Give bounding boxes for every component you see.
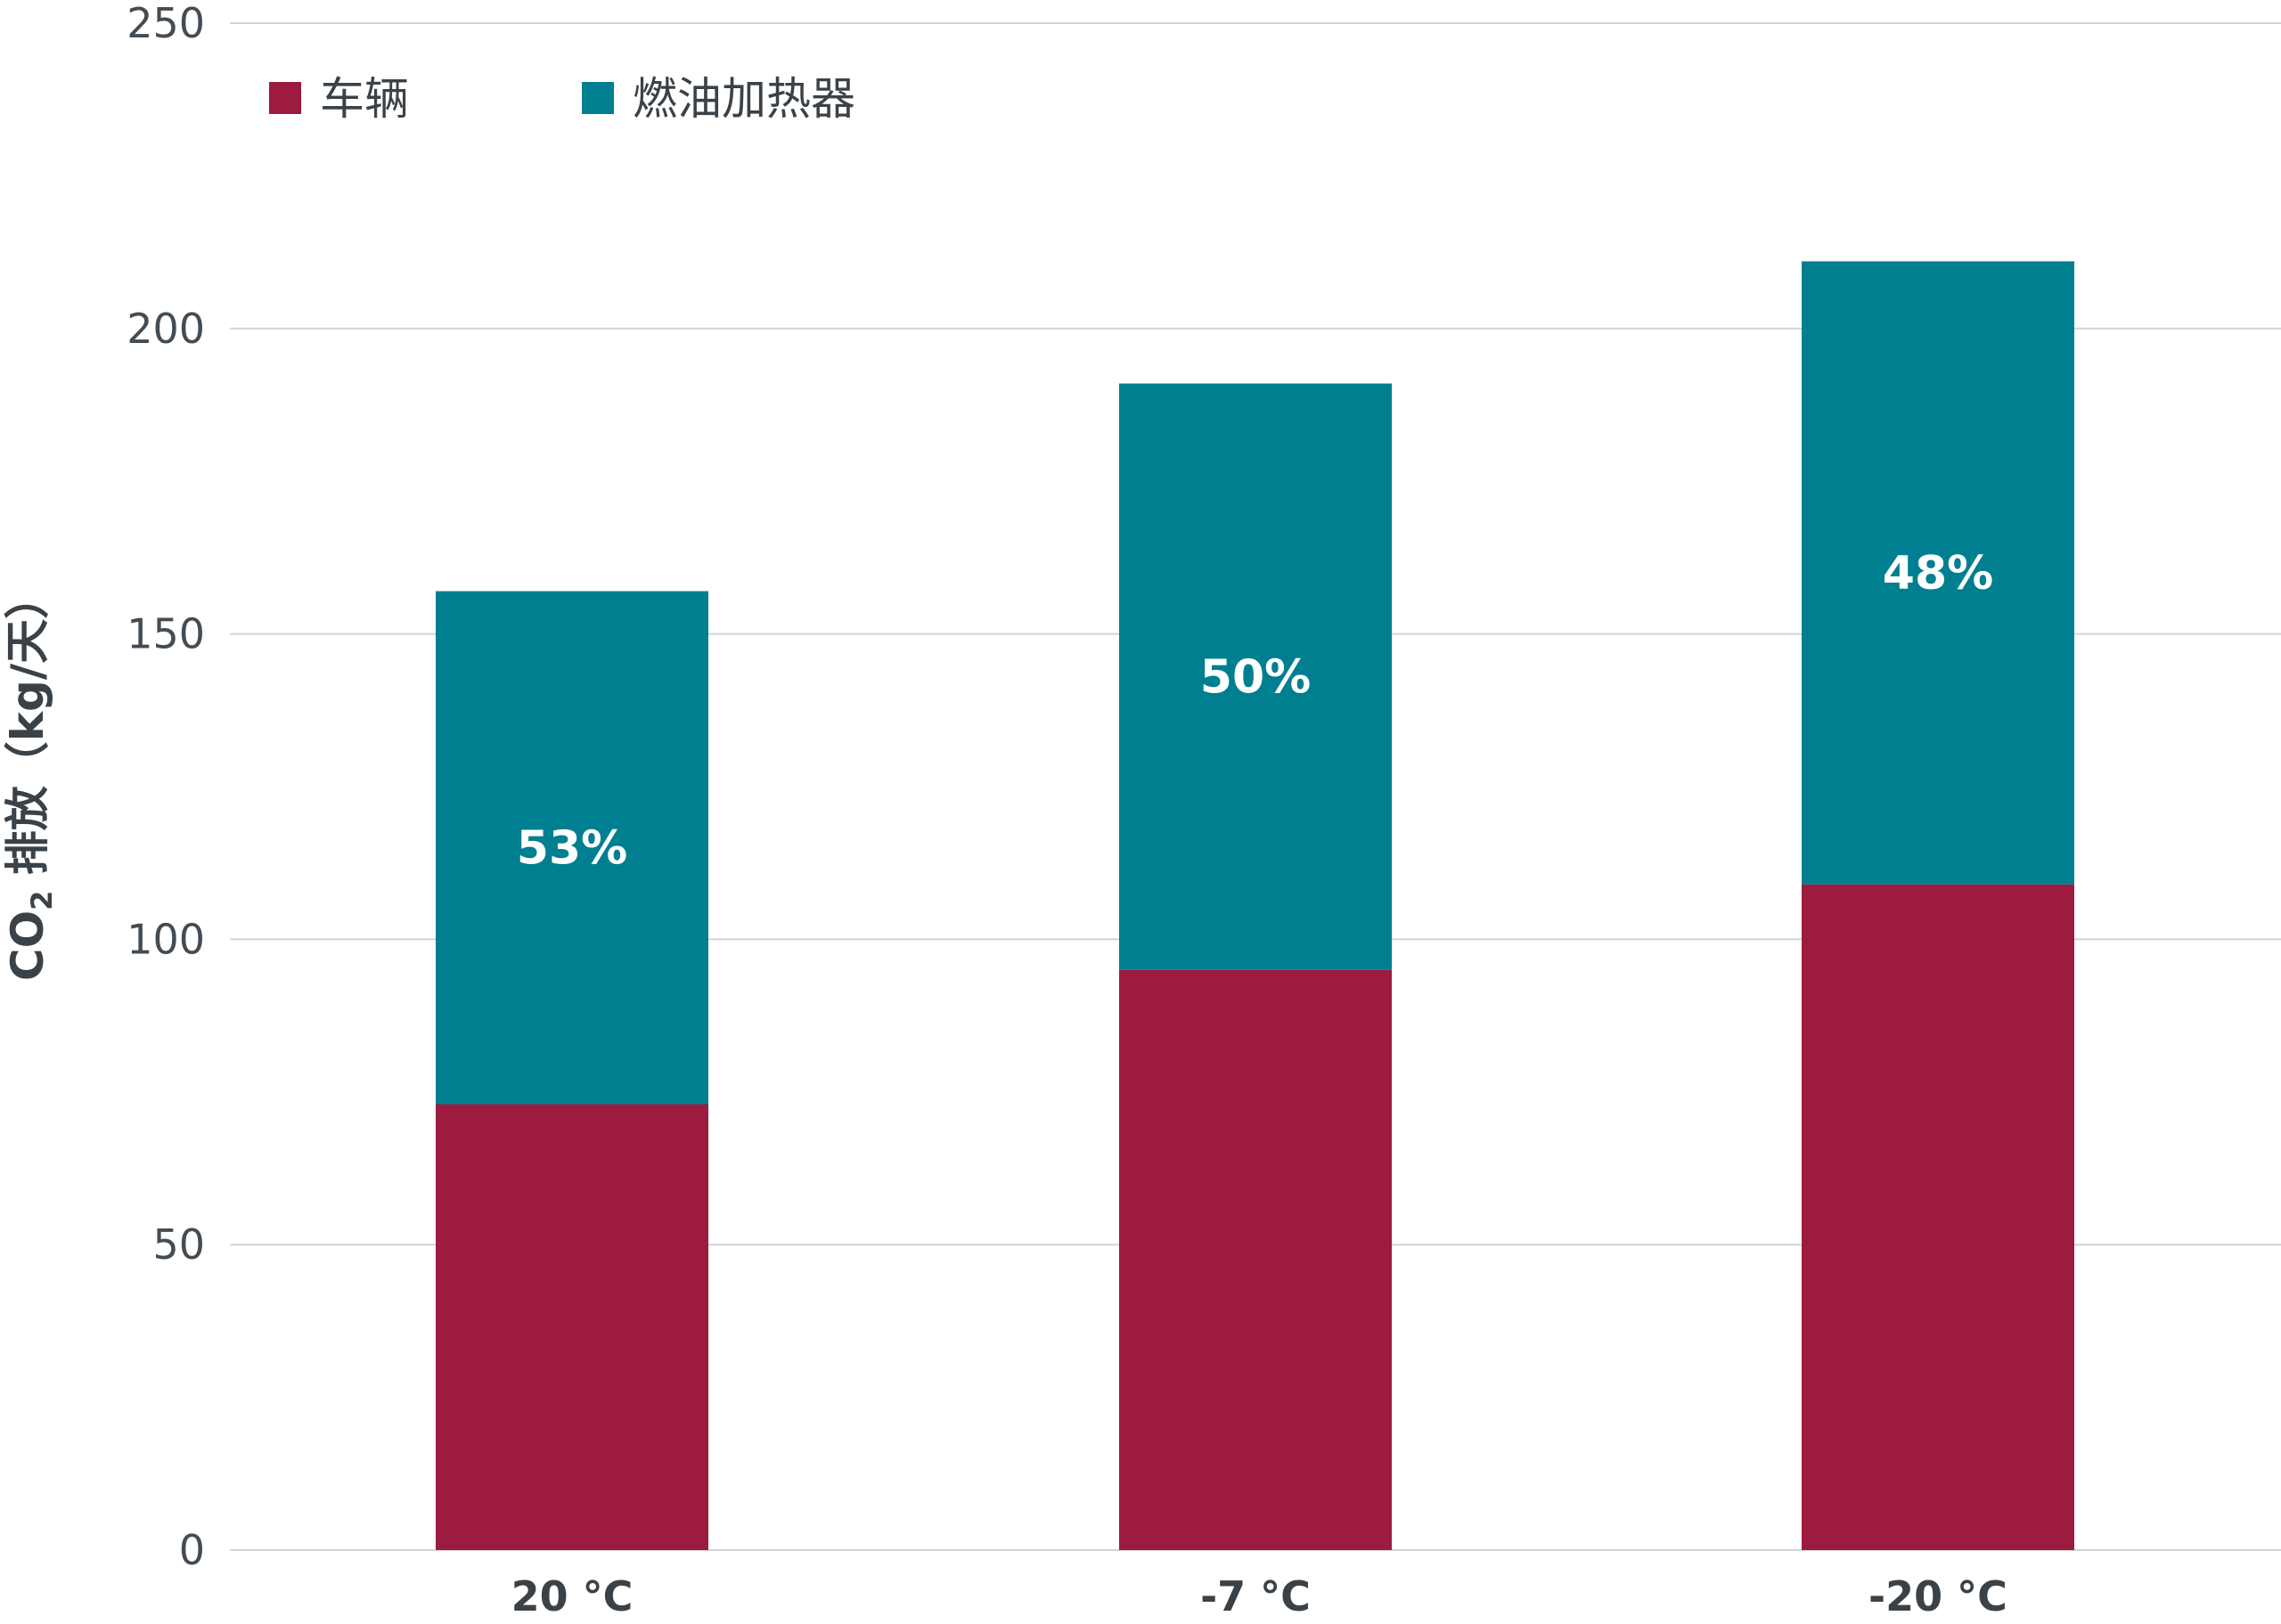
x-tick-label: 20 °C [511,1572,634,1620]
y-tick-label: 100 [127,915,205,963]
y-tick-label: 200 [127,305,205,353]
y-tick-label: 150 [127,610,205,658]
legend-label: 车辆 [320,73,409,125]
y-axis-label-prefix: CO [2,910,53,981]
x-tick-label: -20 °C [1868,1572,2007,1620]
y-tick-label: 0 [179,1526,205,1574]
legend-label: 燃油加热器 [633,73,855,125]
data-label: 50% [1200,651,1311,705]
y-axis-ticks: 0 50 100 150 200 250 [127,0,205,1574]
bars [436,261,2074,1550]
x-axis-ticks: 20 °C -7 °C -20 °C [511,1572,2007,1620]
data-labels: 53% 50% 48% [517,547,1993,876]
legend-swatch [269,82,301,114]
bar-segment-vehicle [1119,969,1392,1550]
legend: 车辆 燃油加热器 [269,73,855,125]
legend-swatch [582,82,614,114]
bar-segment-vehicle [436,1104,708,1550]
data-label: 53% [517,822,627,876]
y-axis-label-rest: 排放（kg/天） [2,575,53,891]
x-tick-label: -7 °C [1200,1572,1311,1620]
bar-segment-heater [1802,261,2074,885]
bar-segment-heater [1119,383,1392,970]
y-tick-label: 50 [152,1220,205,1269]
data-label: 48% [1883,547,1993,600]
y-tick-label: 250 [127,0,205,47]
bar-segment-heater [436,591,708,1105]
y-axis-label-subscript: 2 [25,891,59,910]
y-axis-label: CO2 排放（kg/天） [2,575,59,981]
bar-segment-vehicle [1802,884,2074,1550]
